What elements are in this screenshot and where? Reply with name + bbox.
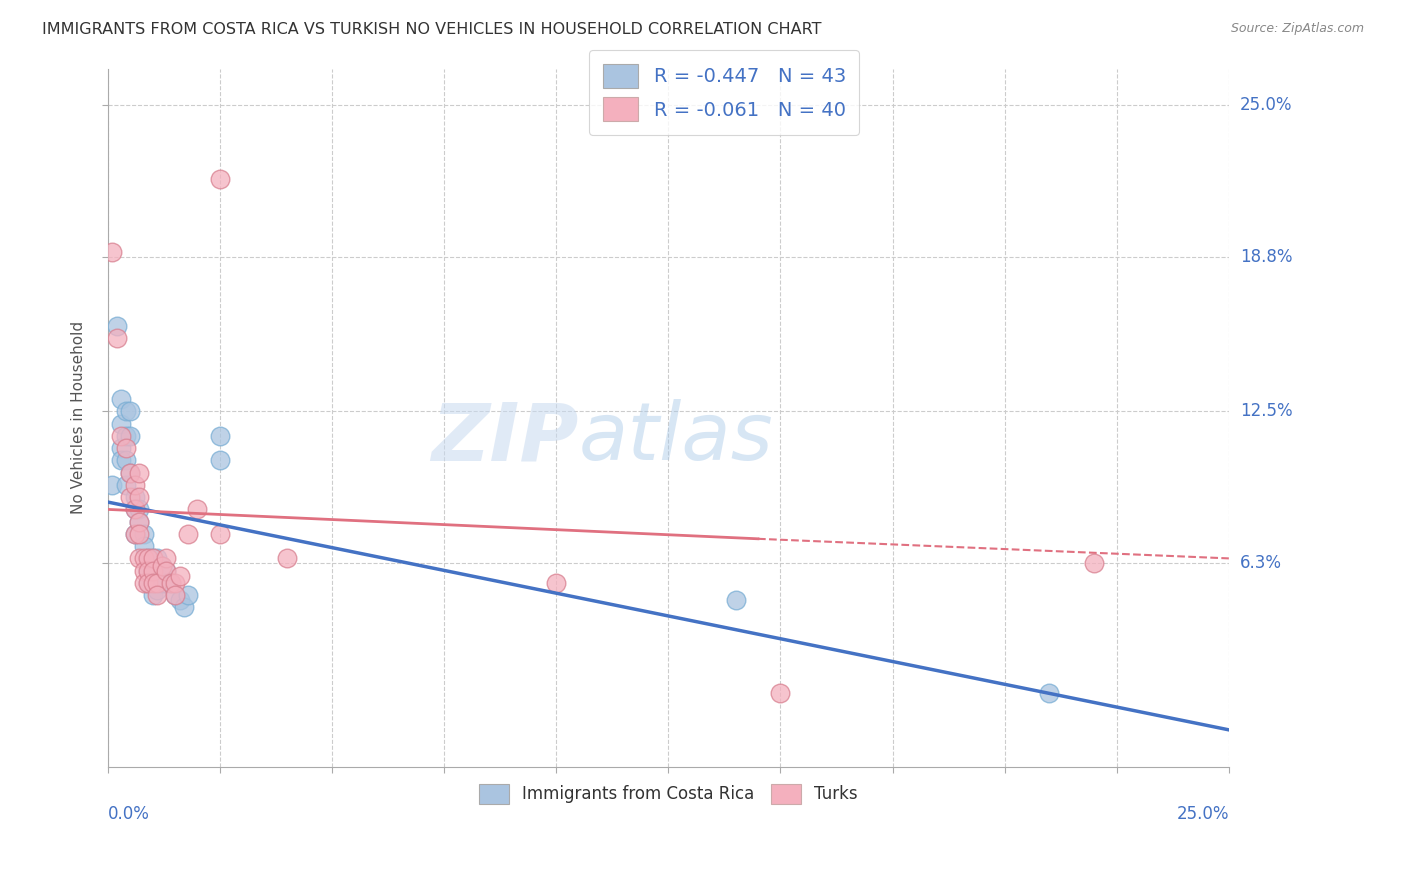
Point	[128, 515, 150, 529]
Point	[163, 575, 186, 590]
Point	[169, 568, 191, 582]
Point	[1083, 556, 1105, 570]
Point	[114, 429, 136, 443]
Text: ZIP: ZIP	[432, 400, 579, 477]
Point	[124, 527, 146, 541]
Point	[1038, 686, 1060, 700]
Point	[155, 564, 177, 578]
Point	[128, 515, 150, 529]
Point	[169, 593, 191, 607]
Y-axis label: No Vehicles in Household: No Vehicles in Household	[72, 321, 86, 514]
Point	[186, 502, 208, 516]
Point	[120, 466, 142, 480]
Point	[136, 575, 159, 590]
Point	[155, 564, 177, 578]
Text: 25.0%: 25.0%	[1177, 805, 1229, 823]
Point	[208, 453, 231, 467]
Point	[769, 686, 792, 700]
Point	[114, 453, 136, 467]
Text: Source: ZipAtlas.com: Source: ZipAtlas.com	[1230, 22, 1364, 36]
Point	[177, 527, 200, 541]
Point	[136, 564, 159, 578]
Point	[110, 392, 132, 407]
Point	[142, 551, 165, 566]
Point	[132, 564, 155, 578]
Point	[132, 575, 155, 590]
Text: 6.3%: 6.3%	[1240, 554, 1282, 573]
Point	[120, 429, 142, 443]
Point	[150, 558, 173, 573]
Point	[276, 551, 298, 566]
Point	[101, 245, 124, 260]
Text: 18.8%: 18.8%	[1240, 248, 1292, 266]
Point	[208, 527, 231, 541]
Point	[142, 551, 165, 566]
Point	[124, 502, 146, 516]
Point	[110, 453, 132, 467]
Point	[136, 575, 159, 590]
Point	[163, 588, 186, 602]
Point	[101, 478, 124, 492]
Point	[136, 551, 159, 566]
Point	[146, 551, 169, 566]
Point	[146, 583, 169, 598]
Point	[136, 551, 159, 566]
Point	[546, 575, 568, 590]
Point	[159, 575, 181, 590]
Point	[114, 404, 136, 418]
Point	[136, 564, 159, 578]
Point	[120, 490, 142, 504]
Point	[128, 551, 150, 566]
Point	[110, 429, 132, 443]
Point	[124, 527, 146, 541]
Point	[177, 588, 200, 602]
Point	[124, 490, 146, 504]
Point	[146, 568, 169, 582]
Text: 12.5%: 12.5%	[1240, 402, 1292, 420]
Text: IMMIGRANTS FROM COSTA RICA VS TURKISH NO VEHICLES IN HOUSEHOLD CORRELATION CHART: IMMIGRANTS FROM COSTA RICA VS TURKISH NO…	[42, 22, 821, 37]
Text: 25.0%: 25.0%	[1240, 96, 1292, 114]
Point	[132, 551, 155, 566]
Point	[132, 539, 155, 553]
Point	[163, 588, 186, 602]
Point	[120, 466, 142, 480]
Point	[155, 575, 177, 590]
Point	[150, 575, 173, 590]
Point	[150, 558, 173, 573]
Text: 0.0%: 0.0%	[108, 805, 149, 823]
Point	[208, 429, 231, 443]
Point	[142, 564, 165, 578]
Point	[142, 575, 165, 590]
Point	[128, 502, 150, 516]
Point	[142, 575, 165, 590]
Point	[114, 441, 136, 455]
Point	[114, 478, 136, 492]
Legend: Immigrants from Costa Rica, Turks: Immigrants from Costa Rica, Turks	[472, 777, 865, 811]
Point	[128, 527, 150, 541]
Point	[124, 478, 146, 492]
Point	[173, 600, 195, 615]
Point	[724, 593, 747, 607]
Point	[142, 588, 165, 602]
Point	[146, 575, 169, 590]
Point	[128, 466, 150, 480]
Point	[132, 527, 155, 541]
Point	[159, 575, 181, 590]
Point	[208, 171, 231, 186]
Point	[105, 318, 128, 333]
Point	[105, 331, 128, 345]
Text: atlas: atlas	[579, 400, 773, 477]
Point	[120, 404, 142, 418]
Point	[124, 502, 146, 516]
Point	[146, 588, 169, 602]
Point	[128, 490, 150, 504]
Point	[142, 564, 165, 578]
Point	[155, 551, 177, 566]
Point	[110, 417, 132, 431]
Point	[110, 441, 132, 455]
